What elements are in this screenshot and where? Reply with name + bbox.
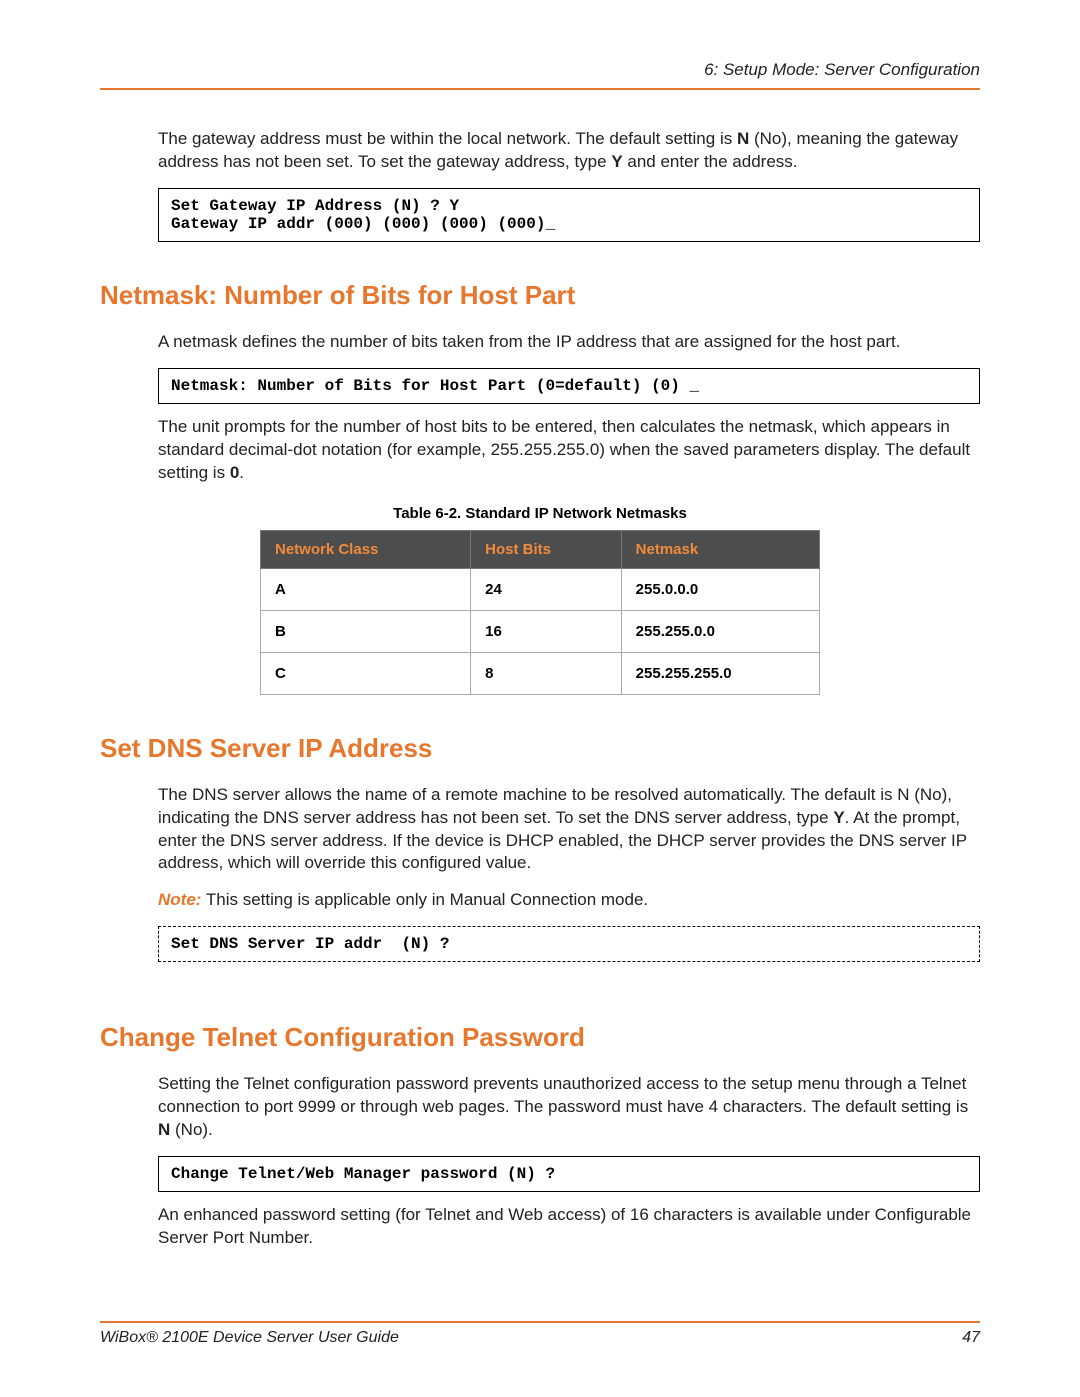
cell-mask-a: 255.0.0.0: [621, 568, 819, 610]
telnet-heading: Change Telnet Configuration Password: [100, 1022, 980, 1053]
telnet-para2: An enhanced password setting (for Telnet…: [158, 1204, 980, 1250]
table-caption: Table 6-2. Standard IP Network Netmasks: [100, 505, 980, 522]
footer: WiBox® 2100E Device Server User Guide 47: [100, 1321, 980, 1347]
dns-note: Note: This setting is applicable only in…: [158, 889, 980, 912]
netmask-heading: Netmask: Number of Bits for Host Part: [100, 280, 980, 311]
dns-heading: Set DNS Server IP Address: [100, 733, 980, 764]
intro-para: The gateway address must be within the l…: [158, 128, 980, 174]
intro-text-d: Y: [611, 152, 622, 171]
cell-bits-a: 24: [471, 568, 622, 610]
netmask-para2-b: 0: [230, 463, 239, 482]
table-row: A 24 255.0.0.0: [261, 568, 820, 610]
telnet-code-box: Change Telnet/Web Manager password (N) ?: [158, 1156, 980, 1192]
footer-rule: [100, 1321, 980, 1323]
netmask-para2-c: .: [239, 463, 244, 482]
telnet-para1: Setting the Telnet configuration passwor…: [158, 1073, 980, 1142]
footer-guide: WiBox® 2100E Device Server User Guide: [100, 1329, 399, 1347]
netmask-para2: The unit prompts for the number of host …: [158, 416, 980, 485]
netmask-para1: A netmask defines the number of bits tak…: [158, 331, 980, 354]
gateway-code-box: Set Gateway IP Address (N) ? Y Gateway I…: [158, 188, 980, 242]
intro-text-e: and enter the address.: [623, 152, 798, 171]
dns-para1-b: Y: [833, 808, 844, 827]
telnet-para1-c: (No).: [170, 1120, 213, 1139]
cell-bits-b: 16: [471, 610, 622, 652]
netmask-code-box: Netmask: Number of Bits for Host Part (0…: [158, 368, 980, 404]
th-network-class: Network Class: [261, 530, 471, 568]
intro-text-a: The gateway address must be within the l…: [158, 129, 737, 148]
footer-page-number: 47: [962, 1329, 980, 1347]
telnet-para1-b: N: [158, 1120, 170, 1139]
table-row: B 16 255.255.0.0: [261, 610, 820, 652]
cell-class-b: B: [261, 610, 471, 652]
th-netmask: Netmask: [621, 530, 819, 568]
cell-class-a: A: [261, 568, 471, 610]
cell-mask-b: 255.255.0.0: [621, 610, 819, 652]
dns-para1: The DNS server allows the name of a remo…: [158, 784, 980, 876]
netmask-para2-a: The unit prompts for the number of host …: [158, 417, 970, 482]
table-row: C 8 255.255.255.0: [261, 652, 820, 694]
th-host-bits: Host Bits: [471, 530, 622, 568]
cell-bits-c: 8: [471, 652, 622, 694]
header-rule: [100, 88, 980, 90]
header-chapter: 6: Setup Mode: Server Configuration: [100, 60, 980, 80]
netmask-table: Network Class Host Bits Netmask A 24 255…: [260, 530, 820, 695]
dns-code-box: Set DNS Server IP addr (N) ?: [158, 926, 980, 962]
cell-mask-c: 255.255.255.0: [621, 652, 819, 694]
note-label: Note:: [158, 890, 201, 909]
cell-class-c: C: [261, 652, 471, 694]
intro-text-b: N: [737, 129, 749, 148]
note-text: This setting is applicable only in Manua…: [201, 890, 648, 909]
telnet-para1-a: Setting the Telnet configuration passwor…: [158, 1074, 968, 1116]
table-header-row: Network Class Host Bits Netmask: [261, 530, 820, 568]
